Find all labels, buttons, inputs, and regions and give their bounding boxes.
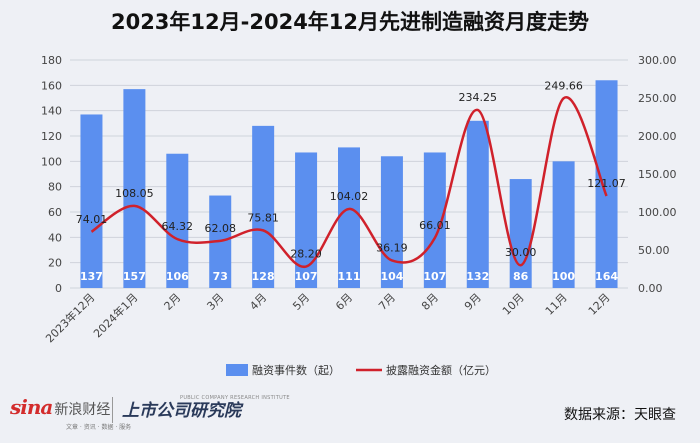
y-left-tick-label: 0 bbox=[55, 282, 62, 295]
bar bbox=[552, 161, 575, 288]
bar-value-label: 107 bbox=[423, 270, 446, 283]
sina-finance-logo: sina 新浪财经 文章 · 资讯 · 数据 · 服务 bbox=[10, 395, 131, 431]
y-left-tick-label: 100 bbox=[41, 155, 62, 168]
amount-series-line bbox=[90, 96, 608, 268]
bar-value-label: 104 bbox=[380, 270, 403, 283]
bar-value-label: 106 bbox=[166, 270, 189, 283]
sina-finance-name: 新浪财经 bbox=[54, 402, 111, 418]
y-right-tick-label: 200.00 bbox=[638, 130, 677, 143]
y-right-tick-label: 50.00 bbox=[638, 244, 670, 257]
x-tick-label: 2023年12月 bbox=[42, 290, 97, 345]
line-value-label: 66.01 bbox=[419, 219, 451, 232]
y-left-tick-label: 180 bbox=[41, 54, 62, 67]
institute-logo: 上市公司研究院 PUBLIC COMPANY RESEARCH INSTITUT… bbox=[122, 395, 290, 421]
line-value-label: 74.01 bbox=[76, 213, 108, 226]
legend-line-label: 披露融资金额（亿元） bbox=[386, 363, 496, 377]
bar-value-label: 128 bbox=[252, 270, 275, 283]
legend-bar-swatch bbox=[226, 364, 248, 376]
line-value-label: 75.81 bbox=[247, 211, 279, 224]
bar-value-label: 107 bbox=[295, 270, 318, 283]
institute-name: 上市公司研究院 bbox=[122, 401, 241, 421]
bar bbox=[80, 114, 103, 288]
bar-value-label: 111 bbox=[338, 270, 361, 283]
sina-logo-text: sina bbox=[10, 395, 53, 419]
legend-bar-label: 融资事件数（起） bbox=[252, 364, 340, 377]
y-left-tick-label: 120 bbox=[41, 130, 62, 143]
line-value-label: 36.19 bbox=[376, 241, 408, 254]
bar-value-label: 157 bbox=[123, 270, 146, 283]
y-left-tick-label: 140 bbox=[41, 105, 62, 118]
bar bbox=[252, 125, 275, 288]
line-value-label: 234.25 bbox=[459, 91, 498, 104]
y-left-tick-label: 80 bbox=[48, 181, 62, 194]
line-value-label: 249.66 bbox=[544, 79, 583, 92]
y-right-tick-label: 300.00 bbox=[638, 54, 677, 67]
x-tick-label: 10月 bbox=[500, 291, 527, 318]
line-value-label: 30.00 bbox=[505, 246, 537, 259]
line-value-label: 121.07 bbox=[587, 177, 626, 190]
footer-divider bbox=[112, 397, 113, 423]
x-tick-label: 3月 bbox=[204, 291, 226, 313]
bar bbox=[295, 152, 318, 288]
bar-value-label: 100 bbox=[552, 270, 575, 283]
line-value-label: 104.02 bbox=[330, 190, 369, 203]
x-tick-label: 5月 bbox=[290, 291, 312, 313]
bar-value-label: 164 bbox=[595, 270, 618, 283]
bar-value-label: 137 bbox=[80, 270, 103, 283]
y-right-tick-label: 100.00 bbox=[638, 206, 677, 219]
bar-value-label: 86 bbox=[513, 270, 529, 283]
y-right-tick-label: 250.00 bbox=[638, 92, 677, 105]
x-tick-label: 2024年1月 bbox=[90, 290, 140, 340]
y-right-tick-label: 0.00 bbox=[638, 282, 663, 295]
y-left-tick-label: 60 bbox=[48, 206, 62, 219]
bar bbox=[423, 152, 446, 288]
line-value-label: 64.32 bbox=[162, 220, 194, 233]
y-right-tick-label: 150.00 bbox=[638, 168, 677, 181]
bar bbox=[595, 80, 618, 289]
line-value-label: 108.05 bbox=[115, 187, 154, 200]
x-tick-label: 9月 bbox=[462, 291, 484, 313]
x-tick-label: 4月 bbox=[247, 291, 269, 313]
sina-finance-tags: 文章 · 资讯 · 数据 · 服务 bbox=[66, 424, 132, 431]
bar-value-label: 73 bbox=[213, 270, 228, 283]
chart-title: 2023年12月-2024年12月先进制造融资月度走势 bbox=[110, 10, 590, 34]
bar bbox=[123, 89, 146, 288]
x-tick-label: 2月 bbox=[162, 291, 184, 313]
line-value-label: 62.08 bbox=[204, 222, 236, 235]
bar bbox=[338, 147, 360, 288]
x-tick-label: 7月 bbox=[376, 291, 398, 313]
x-tick-label: 12月 bbox=[586, 291, 613, 318]
institute-english-name: PUBLIC COMPANY RESEARCH INSTITUTE bbox=[180, 395, 290, 401]
data-source: 数据来源：天眼查 bbox=[564, 407, 676, 423]
bar bbox=[380, 156, 403, 288]
y-left-tick-label: 40 bbox=[48, 231, 62, 244]
line-value-label: 28.20 bbox=[290, 248, 322, 261]
y-left-tick-label: 160 bbox=[41, 79, 62, 92]
x-tick-label: 11月 bbox=[543, 291, 570, 318]
bar bbox=[466, 120, 489, 288]
bar-value-label: 132 bbox=[466, 270, 489, 283]
x-tick-label: 6月 bbox=[333, 291, 355, 313]
bar bbox=[166, 153, 189, 288]
y-left-tick-label: 20 bbox=[48, 257, 62, 270]
x-tick-label: 8月 bbox=[419, 291, 441, 313]
